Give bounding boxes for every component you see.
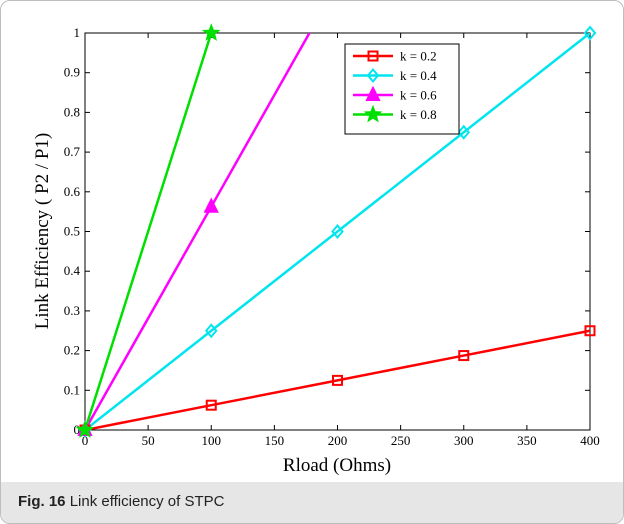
data-point-2: [204, 323, 218, 339]
y-tick-label: 0.3: [64, 303, 80, 318]
y-tick-label: 1: [74, 25, 81, 40]
caption-band: [1, 482, 623, 523]
data-point-4: [201, 23, 221, 41]
x-tick-label: 300: [454, 433, 474, 448]
x-tick-label: 250: [391, 433, 411, 448]
series-layer: [85, 33, 590, 430]
y-tick-label: 0.2: [64, 343, 80, 358]
x-tick-label: 100: [202, 433, 222, 448]
series-line-1: [85, 329, 590, 430]
data-point-1: [332, 374, 343, 386]
line-chart: 0 50 100 150 200 250 300 350 400 0 0.1 0.2 0.3 0.4 0.5…: [32, 23, 600, 476]
x-tick-label: 200: [328, 433, 348, 448]
axis-ticks: 0 50 100 150 200 250 300 350 400 0 0.1 0.2 0.3 0.4 0.5…: [64, 25, 600, 448]
series-line-3: [85, 33, 311, 430]
legend-label: k = 0.2: [400, 49, 437, 64]
series-line-2: [85, 33, 590, 430]
x-tick-label: 350: [517, 433, 537, 448]
series-line-4: [85, 33, 213, 430]
data-point-2: [583, 25, 597, 41]
data-point-2: [457, 124, 471, 140]
y-tick-label: 0.9: [64, 65, 80, 80]
y-tick-label: 0.6: [64, 184, 81, 199]
data-point-1: [205, 399, 217, 411]
x-tick-label: 400: [580, 433, 600, 448]
x-tick-label: 0: [82, 433, 89, 448]
legend: k = 0.2 k = 0.4 k = 0.6 k = 0.8: [344, 43, 460, 135]
y-tick-label: 0.4: [64, 263, 81, 278]
data-point-2: [331, 223, 344, 240]
x-tick-label: 150: [265, 433, 285, 448]
y-tick-label: 0.7: [64, 144, 81, 159]
legend-marker: [363, 104, 383, 123]
x-axis-label: Rload (Ohms): [283, 455, 391, 476]
caption-label: Fig. 16: [18, 493, 66, 510]
legend-label: k = 0.4: [400, 68, 437, 83]
caption-text: Link efficiency of STPC: [69, 493, 225, 510]
figure-caption: Fig. 16 Link efficiency of STPC: [18, 493, 224, 510]
x-tick-label: 50: [142, 433, 155, 448]
legend-label: k = 0.6: [400, 88, 437, 103]
legend-marker: [366, 67, 380, 84]
y-tick-label: 0.8: [64, 104, 80, 119]
y-axis-label: Link Efficiency ( P2 / P1): [32, 133, 53, 329]
y-tick-label: 0.5: [64, 224, 80, 239]
legend-marker: [365, 85, 381, 101]
y-tick-label: 0.1: [64, 382, 80, 397]
legend-marker: [367, 50, 379, 62]
marker-layer: [75, 23, 597, 438]
legend-box: [344, 43, 460, 135]
legend-label: k = 0.8: [400, 107, 437, 122]
data-point-4: [75, 420, 95, 438]
data-point-1: [458, 350, 470, 362]
data-point-1: [584, 325, 596, 337]
data-point-3: [203, 197, 219, 213]
y-tick-label: 0: [74, 422, 81, 437]
